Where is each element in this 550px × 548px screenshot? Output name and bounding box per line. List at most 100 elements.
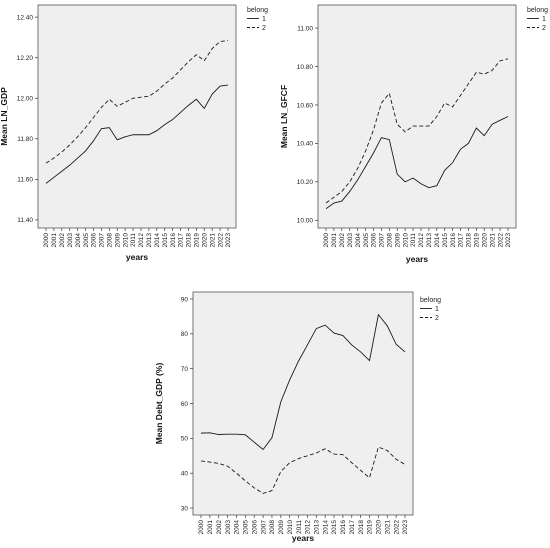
- series-line-2: [45, 40, 229, 164]
- x-tick-label: 2022: [393, 520, 400, 535]
- y-axis-title: Mean LN_GFCF: [279, 85, 289, 148]
- x-tick-label: 2022: [497, 233, 504, 248]
- y-tick-label: 50: [181, 436, 189, 443]
- x-tick-label: 2002: [339, 233, 346, 248]
- series-line-1: [325, 116, 509, 210]
- x-tick-label: 2015: [331, 520, 338, 535]
- y-tick-label: 30: [181, 505, 189, 512]
- legend: belong 1 2: [527, 7, 548, 32]
- x-tick-label: 2001: [207, 520, 214, 535]
- legend-label-2: 2: [435, 315, 439, 322]
- x-tick-label: 2013: [314, 520, 321, 535]
- x-tick-label: 2019: [194, 233, 201, 248]
- x-axis-title: years: [292, 533, 314, 543]
- x-tick-label: 2013: [426, 233, 433, 248]
- x-tick-label: 2018: [186, 233, 193, 248]
- x-tick-label: 2017: [458, 233, 465, 248]
- x-tick-label: 2005: [243, 520, 250, 535]
- x-tick-label: 2005: [363, 233, 370, 248]
- x-tick-label: 2002: [216, 520, 223, 535]
- x-tick-label: 2023: [225, 233, 232, 248]
- x-tick-label: 2007: [379, 233, 386, 248]
- x-tick-label: 2012: [418, 233, 425, 248]
- x-tick-label: 2014: [154, 233, 161, 248]
- x-tick-label: 2021: [489, 233, 496, 248]
- legend-title: belong: [420, 297, 441, 304]
- x-tick-label: 2020: [201, 233, 208, 248]
- x-tick-label: 2023: [402, 520, 409, 535]
- legend: belong 1 2: [247, 7, 268, 32]
- x-tick-label: 2021: [209, 233, 216, 248]
- x-tick-label: 2005: [83, 233, 90, 248]
- x-tick-label: 2008: [387, 233, 394, 248]
- y-tick-label: 11.00: [297, 25, 313, 32]
- x-tick-label: 2017: [349, 520, 356, 535]
- x-tick-label: 2008: [269, 520, 276, 535]
- legend-label-2: 2: [542, 25, 546, 32]
- x-tick-label: 2003: [225, 520, 232, 535]
- legend-label-1: 1: [542, 16, 546, 23]
- y-tick-label: 10.80: [297, 64, 314, 71]
- plot-area: [192, 291, 414, 516]
- y-tick-label: 10.20: [297, 179, 314, 186]
- series-line-1: [45, 84, 229, 184]
- x-axis-title: years: [126, 252, 148, 262]
- y-tick-label: 11.40: [17, 217, 33, 224]
- x-tick-label: 2010: [287, 520, 294, 535]
- y-tick-label: 11.60: [17, 177, 33, 184]
- x-tick-label: 2006: [251, 520, 258, 535]
- x-tick-label: 2011: [296, 520, 303, 534]
- x-tick-label: 2018: [358, 520, 365, 535]
- y-tick-label: 10.00: [297, 218, 314, 225]
- x-tick-label: 2019: [474, 233, 481, 248]
- x-tick-label: 2004: [355, 233, 362, 248]
- x-tick-label: 2016: [340, 520, 347, 535]
- series-line-1: [200, 313, 406, 451]
- y-tick-label: 12.00: [17, 96, 34, 103]
- x-tick-label: 2009: [394, 233, 401, 248]
- x-tick-label: 2010: [122, 233, 129, 248]
- y-tick-label: 10.40: [297, 141, 314, 148]
- x-tick-label: 2017: [178, 233, 185, 248]
- legend-label-2: 2: [262, 25, 266, 32]
- y-axis-title: Mean Debt_GDP (%): [154, 363, 164, 445]
- plot-area: [317, 4, 517, 229]
- y-tick-label: 80: [181, 331, 189, 338]
- x-tick-label: 2015: [442, 233, 449, 248]
- x-tick-label: 2016: [170, 233, 177, 248]
- x-tick-label: 2000: [43, 233, 50, 248]
- y-axis-title: Mean LN_GDP: [0, 87, 9, 146]
- x-tick-label: 2012: [138, 233, 145, 248]
- plot-area: [37, 4, 237, 229]
- x-tick-label: 2004: [75, 233, 82, 248]
- x-tick-label: 2011: [410, 233, 417, 247]
- x-tick-label: 2019: [367, 520, 374, 535]
- y-tick-label: 60: [181, 401, 189, 408]
- x-axis-title: years: [406, 254, 428, 264]
- x-tick-label: 2015: [162, 233, 169, 248]
- x-tick-label: 2006: [371, 233, 378, 248]
- x-tick-label: 2002: [59, 233, 66, 248]
- x-tick-label: 2016: [450, 233, 457, 248]
- legend: belong 1 2: [420, 297, 441, 322]
- legend-label-1: 1: [262, 16, 266, 23]
- x-tick-label: 2022: [217, 233, 224, 248]
- y-tick-label: 40: [181, 470, 189, 477]
- x-tick-label: 2023: [505, 233, 512, 248]
- x-tick-label: 2013: [146, 233, 153, 248]
- x-tick-label: 2008: [107, 233, 114, 248]
- x-tick-label: 2014: [434, 233, 441, 248]
- x-tick-label: 2001: [51, 233, 58, 248]
- x-tick-label: 2020: [481, 233, 488, 248]
- x-tick-label: 2001: [331, 233, 338, 248]
- x-tick-label: 2011: [130, 233, 137, 247]
- x-tick-label: 2012: [305, 520, 312, 535]
- y-tick-label: 70: [181, 366, 189, 373]
- x-tick-label: 2004: [234, 520, 241, 535]
- x-tick-label: 2009: [114, 233, 121, 248]
- x-tick-label: 2020: [376, 520, 383, 535]
- y-tick-label: 12.40: [17, 14, 34, 21]
